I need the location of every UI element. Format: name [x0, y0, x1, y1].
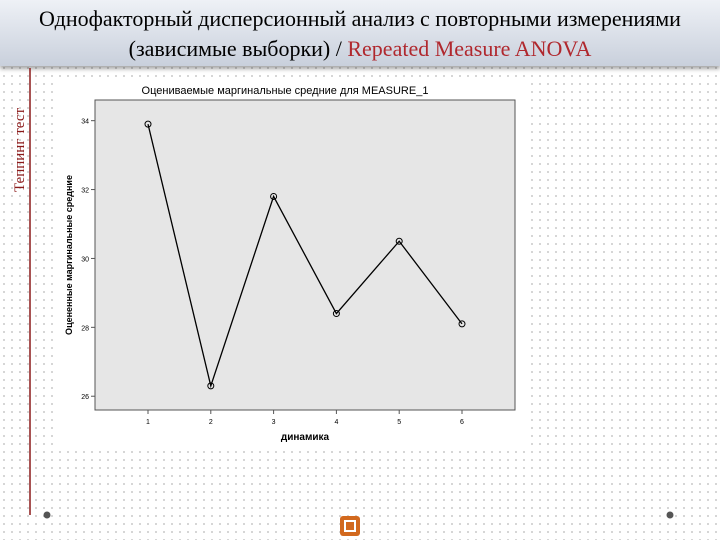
point — [270, 192, 278, 200]
title-text: Однофакторный дисперсионный анализ с пов… — [39, 6, 681, 31]
title-accent: Repeated Measure ANOVA — [347, 36, 592, 61]
x-tick-label: 5 — [397, 419, 401, 426]
y-tick-label: 30 — [81, 256, 89, 263]
logo — [340, 516, 360, 536]
dot — [666, 511, 674, 519]
y-axis-label: Оцененные маргинальные средние — [64, 175, 74, 335]
x-tick-label: 3 — [272, 419, 276, 426]
point — [395, 237, 403, 245]
y-tick-label: 32 — [81, 188, 89, 195]
title-bar: Однофакторный дисперсионный анализ с пов… — [0, 0, 720, 66]
point — [332, 310, 340, 318]
x-tick-label: 1 — [146, 419, 150, 426]
logo-mark — [344, 520, 356, 532]
x-axis-label: динамика — [281, 432, 330, 443]
y-tick-label: 34 — [81, 119, 89, 126]
chart-title: Оцениваемые маргинальные средние для MEA… — [142, 85, 429, 97]
x-tick-label: 2 — [209, 419, 213, 426]
x-tick-label: 6 — [460, 419, 464, 426]
side-label: Теппинг тест — [12, 108, 28, 193]
point — [458, 320, 466, 328]
point — [207, 382, 215, 390]
dot — [43, 511, 51, 519]
y-tick-label: 26 — [81, 394, 89, 401]
point — [144, 120, 152, 128]
title-text: (зависимые выборки) / — [128, 36, 348, 61]
series-line — [147, 123, 463, 389]
y-tick-label: 28 — [81, 325, 89, 332]
title-line: (зависимые выборки) / Repeated Measure A… — [0, 34, 720, 64]
x-tick-label: 4 — [334, 419, 338, 426]
title-line: Однофакторный дисперсионный анализ с пов… — [0, 4, 720, 34]
